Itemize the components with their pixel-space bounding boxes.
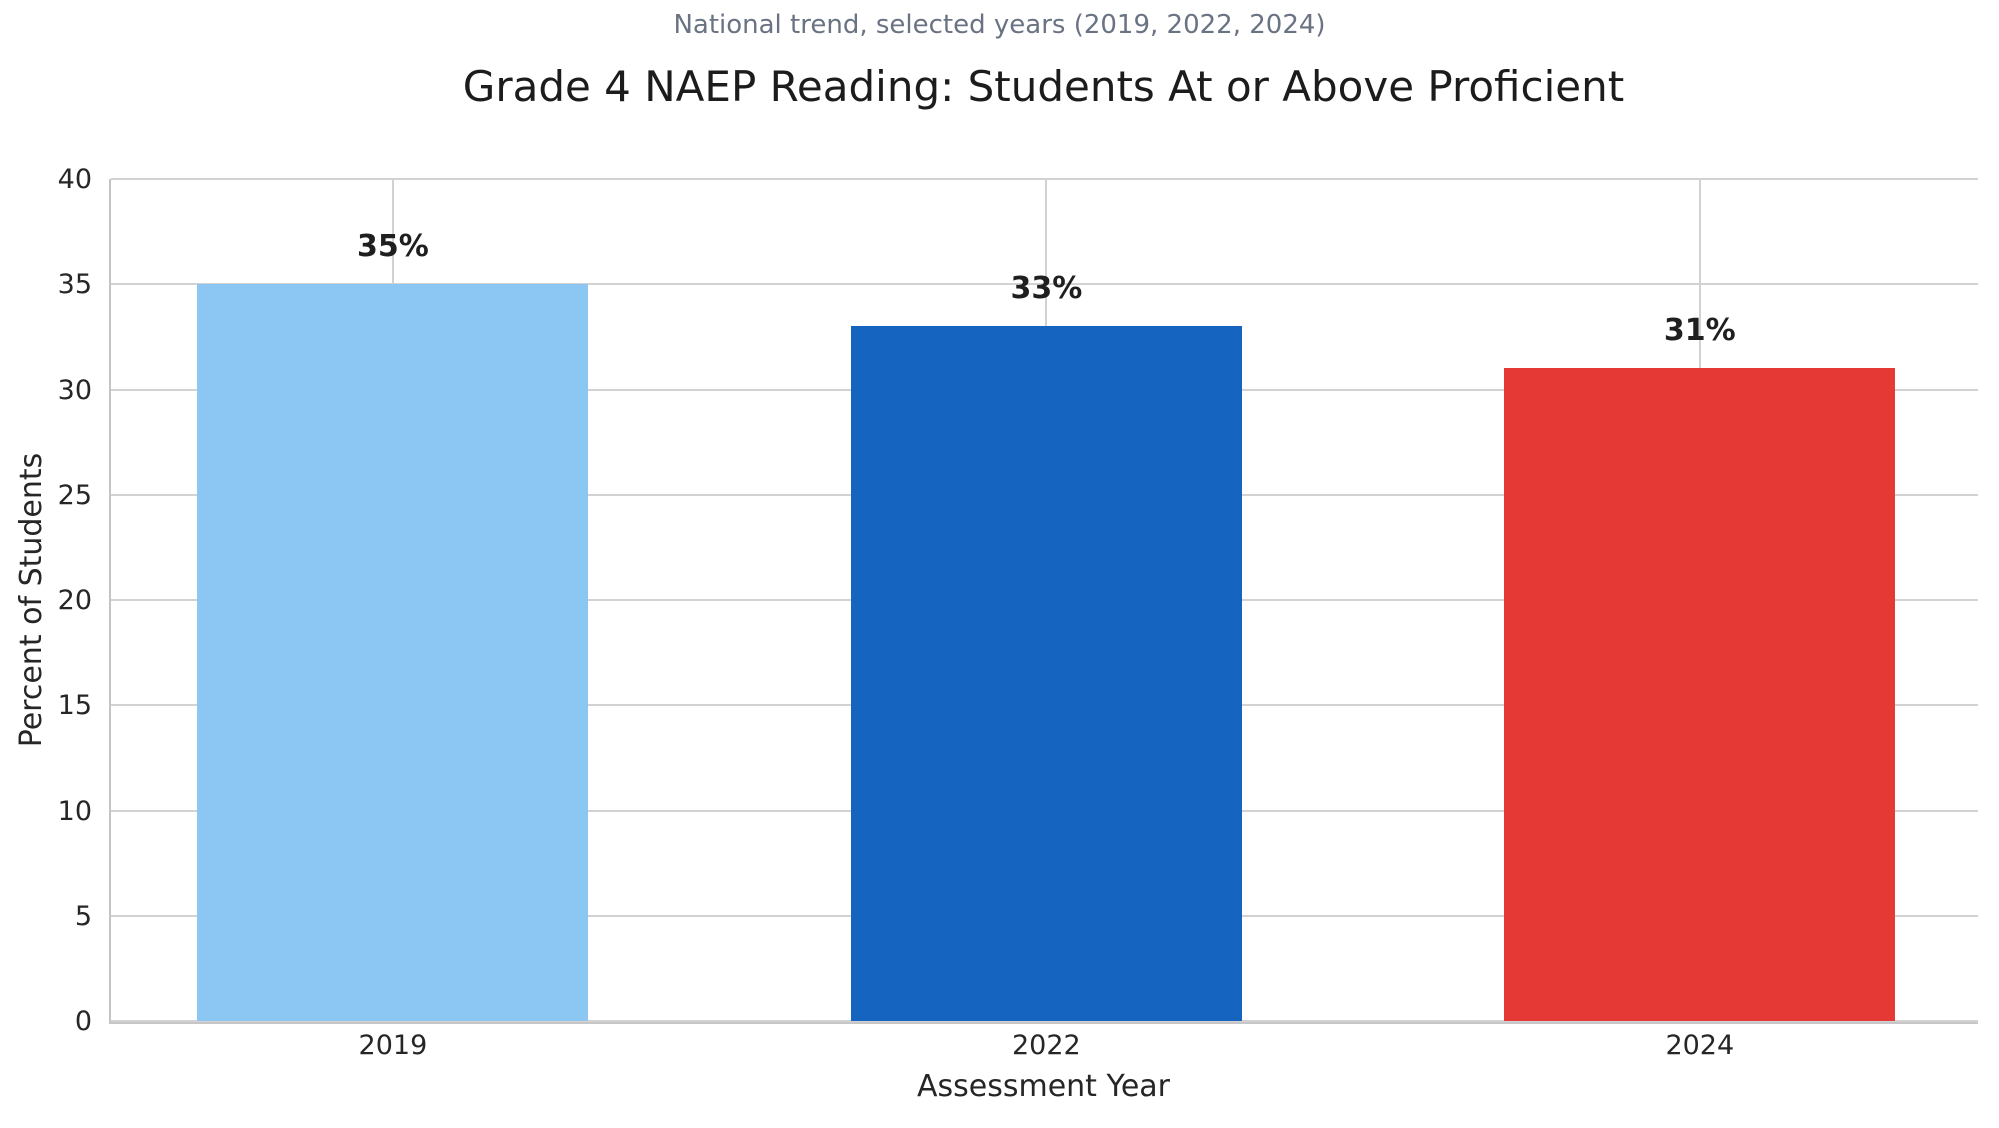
y-axis-label: Percent of Students xyxy=(14,452,49,748)
x-tick-label: 2024 xyxy=(1665,1030,1735,1061)
y-gridline xyxy=(111,178,1978,180)
y-tick-label: 20 xyxy=(57,585,92,616)
y-tick-label: 0 xyxy=(74,1006,92,1037)
bar-2024 xyxy=(1504,368,1896,1021)
x-axis-label: Assessment Year xyxy=(916,1069,1170,1104)
bar-2022 xyxy=(850,326,1242,1021)
y-tick-label: 25 xyxy=(57,479,92,511)
chart-subtitle: National trend, selected years (2019, 20… xyxy=(673,10,1326,40)
x-tick-label: 2022 xyxy=(1012,1030,1081,1061)
y-tick-label: 15 xyxy=(57,690,92,722)
y-gridline xyxy=(111,283,1978,286)
y-tick-label: 5 xyxy=(74,900,92,932)
bar-2019 xyxy=(197,284,589,1021)
bar-value-label: 33% xyxy=(1010,271,1083,307)
y-tick-label: 10 xyxy=(57,795,92,827)
y-gridline xyxy=(111,1020,1978,1022)
y-tick-label: 40 xyxy=(57,164,92,195)
y-tick-label: 35 xyxy=(57,269,92,301)
plot-area: 35% 33% 31% xyxy=(109,178,1978,1024)
y-tick-label: 30 xyxy=(57,374,92,406)
x-tick-label: 2019 xyxy=(358,1030,428,1061)
bar-value-label: 35% xyxy=(357,229,429,265)
bar-value-label: 31% xyxy=(1663,313,1736,349)
chart-title: Grade 4 NAEP Reading: Students At or Abo… xyxy=(462,62,1625,111)
